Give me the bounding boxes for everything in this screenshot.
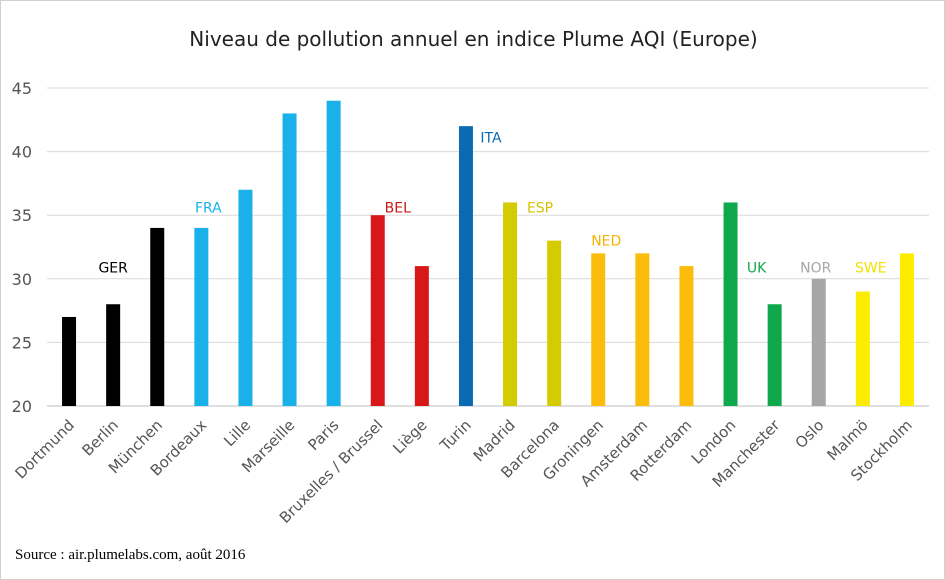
group-label: ESP: [527, 201, 553, 217]
bar-rotterdam: [679, 266, 694, 406]
bar-oslo: [811, 278, 826, 406]
source-note: Source : air.plumelabs.com, août 2016: [15, 547, 246, 563]
bar-groningen: [591, 253, 606, 406]
bar-m-nchen: [150, 227, 165, 406]
x-tick-label: Turin: [436, 416, 475, 455]
x-tick-label: Oslo: [792, 416, 828, 452]
x-tick-label: Liège: [389, 416, 430, 457]
bar-dortmund: [62, 316, 77, 406]
group-label: UK: [747, 260, 767, 276]
y-tick-label: 30: [12, 270, 32, 289]
x-tick-label: Dortmund: [11, 416, 77, 482]
bar-madrid: [503, 202, 518, 406]
y-tick-label: 40: [12, 143, 32, 162]
group-label: ITA: [480, 131, 502, 147]
bar-paris: [326, 100, 341, 406]
bar-marseille: [282, 113, 297, 406]
group-label: NOR: [800, 260, 831, 276]
bar-stockholm: [899, 253, 914, 406]
bar-london: [723, 202, 738, 406]
bar-amsterdam: [635, 253, 650, 406]
chart-title: Niveau de pollution annuel en indice Plu…: [189, 27, 758, 51]
x-tick-label: Lille: [220, 416, 254, 450]
group-label: SWE: [855, 260, 887, 276]
y-tick-label: 45: [12, 79, 32, 98]
x-tick-label: Paris: [304, 416, 342, 454]
bar-malm-: [855, 291, 870, 406]
bar-berlin: [106, 304, 121, 406]
bar-bruxelles-brussel: [370, 215, 385, 406]
bar-manchester: [767, 304, 782, 406]
y-tick-label: 25: [12, 333, 32, 352]
group-label: NED: [591, 234, 621, 250]
group-label: BEL: [385, 201, 411, 217]
group-label: FRA: [195, 201, 222, 217]
bar-li-ge: [414, 266, 429, 406]
group-label: GER: [98, 260, 128, 276]
y-tick-label: 35: [12, 206, 32, 225]
y-tick-label: 20: [12, 397, 32, 416]
bar-lille: [238, 189, 253, 406]
bar-barcelona: [547, 240, 562, 406]
bar-bordeaux: [194, 227, 209, 406]
bar-turin: [458, 126, 473, 406]
